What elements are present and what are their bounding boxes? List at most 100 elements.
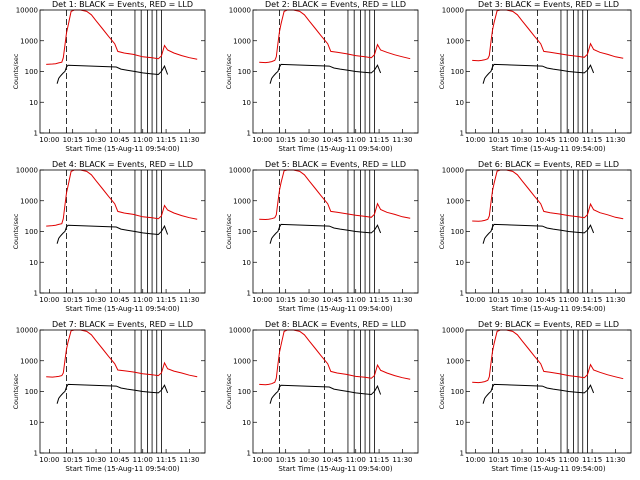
y-tick-label: 10 — [455, 259, 464, 267]
x-tick-label: 11:00 — [133, 296, 153, 304]
x-tick-label: 11:00 — [346, 136, 366, 144]
x-tick-label: 10:00 — [252, 296, 272, 304]
y-tick-label: 1000 — [20, 37, 38, 45]
events-series-line — [56, 64, 169, 84]
panel-det-2: Det 2: BLACK = Events, RED = LLD 1 10 100 10… — [225, 0, 419, 153]
lld-series-line — [46, 329, 198, 378]
panel-det-7: Det 7: BLACK = Events, RED = LLD 1 10 100 10… — [12, 320, 206, 473]
y-tick-label: 10 — [242, 259, 251, 267]
x-tick-label: 10:00 — [252, 456, 272, 464]
x-axis-label: Start Time (15-Aug-11 09:54:00) — [491, 145, 605, 153]
x-tick-label: 11:15 — [582, 136, 602, 144]
x-tick-label: 10:15 — [276, 136, 296, 144]
y-axis-label: Counts/sec — [12, 373, 20, 409]
events-series-line — [482, 223, 595, 244]
y-tick-label: 10 — [29, 99, 38, 107]
y-tick-label: 1000 — [446, 357, 464, 365]
x-tick-label: 11:30 — [392, 456, 412, 464]
x-tick-label: 10:30 — [299, 296, 319, 304]
panel-det-1: Det 1: BLACK = Events, RED = LLD 1 10 100 10… — [12, 0, 206, 153]
panel-title: Det 5: BLACK = Events, RED = LLD — [265, 160, 406, 169]
lld-series-line — [472, 9, 624, 62]
y-tick-label: 10 — [29, 419, 38, 427]
y-tick-label: 1 — [34, 290, 38, 298]
y-tick-label: 1000 — [233, 37, 251, 45]
y-tick-label: 10000 — [229, 167, 251, 175]
x-tick-label: 11:30 — [605, 136, 625, 144]
y-tick-label: 10000 — [229, 327, 251, 335]
x-tick-label: 11:00 — [346, 296, 366, 304]
events-series-line — [269, 63, 382, 84]
y-tick-label: 1 — [247, 130, 251, 138]
y-tick-label: 100 — [238, 228, 251, 236]
x-tick-label: 11:30 — [392, 296, 412, 304]
x-tick-label: 10:45 — [322, 296, 342, 304]
x-tick-label: 10:30 — [299, 456, 319, 464]
y-tick-label: 100 — [451, 388, 464, 396]
x-tick-label: 11:15 — [156, 456, 176, 464]
x-tick-label: 11:15 — [156, 136, 176, 144]
panel-det-6: Det 6: BLACK = Events, RED = LLD 1 10 100 10… — [438, 160, 632, 313]
x-tick-label: 11:00 — [133, 136, 153, 144]
y-tick-label: 10000 — [16, 327, 38, 335]
y-tick-label: 10000 — [442, 327, 464, 335]
events-series-line — [269, 223, 382, 244]
x-tick-label: 11:15 — [156, 296, 176, 304]
y-tick-label: 100 — [25, 388, 38, 396]
x-axis-label: Start Time (15-Aug-11 09:54:00) — [278, 305, 392, 313]
x-tick-label: 10:15 — [63, 456, 83, 464]
x-tick-label: 11:15 — [369, 296, 389, 304]
y-tick-label: 100 — [238, 388, 251, 396]
y-tick-label: 1000 — [446, 197, 464, 205]
y-tick-label: 10 — [242, 419, 251, 427]
x-tick-label: 11:15 — [582, 296, 602, 304]
y-tick-label: 1 — [247, 290, 251, 298]
x-axis-label: Start Time (15-Aug-11 09:54:00) — [65, 465, 179, 473]
x-tick-label: 10:15 — [489, 296, 509, 304]
lld-series-line — [259, 9, 411, 64]
y-axis-label: Counts/sec — [438, 373, 446, 409]
panel-title: Det 3: BLACK = Events, RED = LLD — [478, 0, 619, 9]
panel-title: Det 6: BLACK = Events, RED = LLD — [478, 160, 619, 169]
x-tick-label: 11:30 — [392, 136, 412, 144]
y-tick-label: 1 — [460, 290, 464, 298]
y-tick-label: 10000 — [16, 7, 38, 15]
panel-det-4: Det 4: BLACK = Events, RED = LLD 1 10 100 10… — [12, 160, 206, 313]
lld-series-line — [259, 329, 411, 386]
y-axis-label: Counts/sec — [438, 53, 446, 89]
x-tick-label: 10:45 — [322, 136, 342, 144]
x-tick-label: 10:30 — [86, 296, 106, 304]
panel-det-8: Det 8: BLACK = Events, RED = LLD 1 10 100 10… — [225, 320, 419, 473]
y-axis-label: Counts/sec — [12, 213, 20, 249]
x-tick-label: 11:00 — [559, 136, 579, 144]
panel-title: Det 2: BLACK = Events, RED = LLD — [265, 0, 406, 9]
lld-series-line — [46, 9, 198, 65]
x-axis-label: Start Time (15-Aug-11 09:54:00) — [491, 305, 605, 313]
x-axis-label: Start Time (15-Aug-11 09:54:00) — [491, 465, 605, 473]
y-tick-label: 1000 — [233, 197, 251, 205]
x-tick-label: 11:30 — [605, 456, 625, 464]
x-tick-label: 10:45 — [535, 296, 555, 304]
x-tick-label: 10:15 — [489, 456, 509, 464]
x-tick-label: 10:00 — [39, 296, 59, 304]
x-tick-label: 10:15 — [63, 136, 83, 144]
x-tick-label: 10:00 — [39, 136, 59, 144]
y-tick-label: 10000 — [229, 7, 251, 15]
y-tick-label: 1000 — [20, 357, 38, 365]
y-tick-label: 1000 — [233, 357, 251, 365]
x-tick-label: 10:45 — [109, 456, 129, 464]
x-axis-label: Start Time (15-Aug-11 09:54:00) — [278, 145, 392, 153]
x-tick-label: 10:45 — [109, 296, 129, 304]
x-tick-label: 10:45 — [109, 136, 129, 144]
y-axis-label: Counts/sec — [225, 373, 233, 409]
x-tick-label: 11:00 — [346, 456, 366, 464]
y-axis-label: Counts/sec — [438, 213, 446, 249]
x-tick-label: 11:30 — [179, 456, 199, 464]
y-tick-label: 10 — [242, 99, 251, 107]
x-tick-label: 10:00 — [252, 136, 272, 144]
x-tick-label: 11:30 — [179, 136, 199, 144]
panel-det-5: Det 5: BLACK = Events, RED = LLD 1 10 100 10… — [225, 160, 419, 313]
events-series-line — [56, 224, 169, 244]
y-tick-label: 10000 — [442, 7, 464, 15]
x-tick-label: 11:30 — [605, 296, 625, 304]
